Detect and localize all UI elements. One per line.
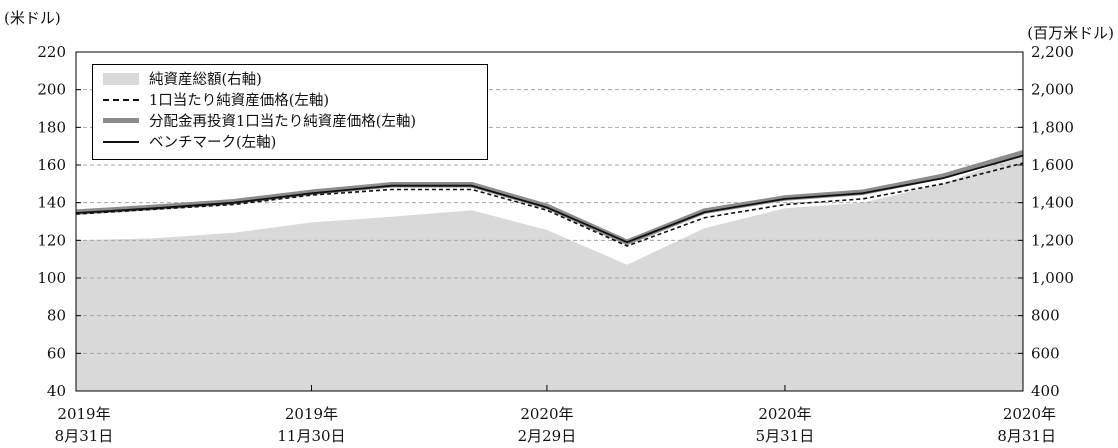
x-tick-label-date: 2月29日 [518, 427, 577, 445]
left-tick-label: 80 [47, 307, 66, 325]
x-tick-label-year: 2020年 [758, 405, 811, 423]
left-tick-label: 140 [37, 194, 66, 212]
right-tick-label: 2,000 [1031, 81, 1074, 99]
right-tick-label: 1,200 [1031, 231, 1074, 249]
right-tick-label: 1,600 [1031, 156, 1074, 174]
legend-label: 純資産総額(右軸) [149, 72, 262, 88]
left-tick-label: 120 [37, 231, 66, 249]
right-tick-label: 800 [1031, 307, 1060, 325]
right-tick-label: 1,400 [1031, 194, 1074, 212]
x-tick-label-date: 11月30日 [277, 427, 345, 445]
legend-swatch-solid [103, 140, 139, 143]
x-tick-label-year: 2019年 [285, 405, 338, 423]
legend-item: 分配金再投資1口当たり純資産価格(左軸) [93, 110, 487, 131]
legend-swatch-dashed [103, 98, 139, 101]
x-tick-label-date: 8月31日 [997, 427, 1056, 445]
right-tick-label: 1,800 [1031, 118, 1074, 136]
area-layer [76, 153, 1023, 391]
line-layer [75, 150, 1024, 247]
tick-layer [75, 51, 1024, 392]
left-tick-label: 160 [37, 156, 66, 174]
legend-item: ベンチマーク(左軸) [93, 131, 487, 152]
label-layer: 40 60 80 100 120 140 160 180 200 220 400 600 800 1,00… [37, 43, 1074, 445]
left-tick-label: 40 [47, 382, 66, 400]
legend-item: 1口当たり純資産価格(左軸) [93, 89, 487, 110]
right-tick-label: 1,000 [1031, 269, 1074, 287]
x-tick-label-year: 2020年 [1003, 405, 1056, 423]
plot-frame [75, 51, 1024, 392]
x-tick-label-date: 5月31日 [756, 427, 815, 445]
legend-label: ベンチマーク(左軸) [149, 135, 277, 151]
right-tick-label: 400 [1031, 382, 1060, 400]
x-tick-label-year: 2019年 [57, 405, 110, 423]
legend: 純資産総額(右軸) 1口当たり純資産価格(左軸) 分配金再投資1口当たり純資産価… [92, 64, 488, 160]
series-line-3 [75, 154, 1024, 244]
series-line-2 [75, 150, 1024, 245]
left-tick-label: 60 [47, 344, 66, 362]
left-tick-label: 180 [37, 118, 66, 136]
left-tick-label: 220 [37, 43, 66, 61]
right-axis-unit: (百万米ドル) [1027, 24, 1114, 42]
legend-swatch-thick [103, 118, 139, 123]
legend-label: 分配金再投資1口当たり純資産価格(左軸) [149, 114, 417, 130]
x-tick-label-date: 8月31日 [55, 427, 114, 445]
x-tick-label-year: 2020年 [520, 405, 573, 423]
legend-swatch-area [103, 72, 139, 85]
series-area-0 [76, 153, 1023, 391]
right-tick-label: 600 [1031, 344, 1060, 362]
left-tick-label: 100 [37, 269, 66, 287]
left-axis-unit: (米ドル) [4, 9, 61, 27]
left-tick-label: 200 [37, 81, 66, 99]
legend-item: 純資産総額(右軸) [93, 68, 487, 89]
legend-label: 1口当たり純資産価格(左軸) [149, 93, 330, 109]
right-tick-label: 2,200 [1031, 43, 1074, 61]
